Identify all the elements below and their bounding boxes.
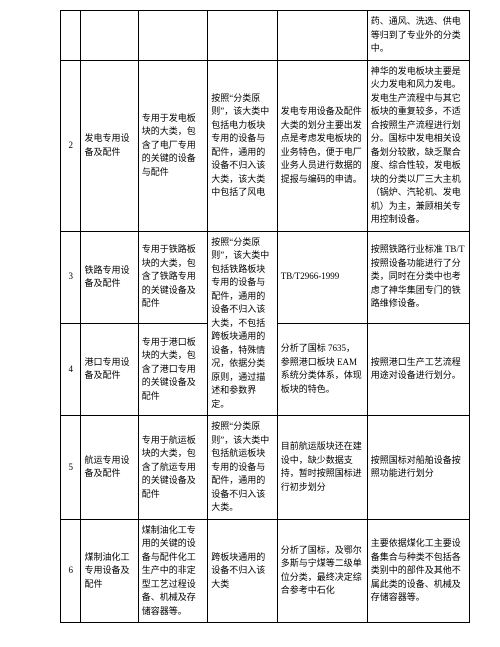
table-row: 3 铁路专用设备及配件 专用于铁路板块的大类，包含了铁路专用的关键设备及配件 按… xyxy=(61,231,470,323)
cell-desc: 煤制油化工专用的关键的设备与配件化工生产中的非定型工艺过程设备、机械及存储容器等… xyxy=(138,519,208,623)
table-row: 5 航运专用设备及配件 专用于航运板块的大类，包含了航运专用的关键设备及配件 按… xyxy=(61,416,470,520)
cell-principle: 按照“分类原则”，该大类中包括航运板块专用的设备与配件，通用的设备不归入该大类。 xyxy=(208,416,278,520)
cell-name: 煤制油化工专用设备及配件 xyxy=(81,519,138,623)
cell-principle xyxy=(208,11,278,61)
table-row: 药、通风、洗选、供电等归到了专业外的分类中。 xyxy=(61,11,470,61)
cell-note: 药、通风、洗选、供电等归到了专业外的分类中。 xyxy=(367,11,469,61)
cell-note: 按照铁路行业标准 TB/T 按照设备功能进行了分类，同时在分类中也考虑了神华集团… xyxy=(367,231,469,323)
cell-analysis xyxy=(277,11,367,61)
cell-principle: 按照“分类原则”，该大类中包括电力板块专用的设备与配件，通用的设备不归入该大类，… xyxy=(208,60,278,231)
cell-id: 4 xyxy=(61,323,81,415)
cell-name: 航运专用设备及配件 xyxy=(81,416,138,520)
cell-note: 神华的发电板块主要是火力发电和风力发电。发电生产流程中与其它板块的重复较多，不适… xyxy=(367,60,469,231)
table-row: 6 煤制油化工专用设备及配件 煤制油化工专用的关键的设备与配件化工生产中的非定型… xyxy=(61,519,470,623)
cell-analysis: TB/T2966-1999 xyxy=(277,231,367,323)
cell-id: 2 xyxy=(61,60,81,231)
cell-name xyxy=(81,11,138,61)
table-row: 2 发电专用设备及配件 专用于发电板块的大类，包含了电厂专用的关键的设备与配件 … xyxy=(61,60,470,231)
cell-desc: 专用于航运板块的大类，包含了航运专用的关键设备及配件 xyxy=(138,416,208,520)
cell-id: 6 xyxy=(61,519,81,623)
cell-analysis: 发电专用设备及配件大类的划分主要出发点是考虑发电板块的业务特色，便于电厂业务人员… xyxy=(277,60,367,231)
cell-principle: 跨板块通用的设备不归入该大类 xyxy=(208,519,278,623)
cell-id: 3 xyxy=(61,231,81,323)
cell-analysis: 分析了国标，及鄂尔多斯与宁煤等二级单位分类，最终决定综合参考中石化 xyxy=(277,519,367,623)
classification-table: 药、通风、洗选、供电等归到了专业外的分类中。 2 发电专用设备及配件 专用于发电… xyxy=(60,10,470,623)
cell-analysis: 目前航运版块还在建设中，缺少数据支持，暂时按照国标进行初步划分 xyxy=(277,416,367,520)
cell-principle: 按照“分类原则”，该大类中包括铁路板块专用的设备与配件，通用的设备不归入该大类，… xyxy=(208,231,278,416)
cell-desc: 专用于铁路板块的大类，包含了铁路专用的关键设备及配件 xyxy=(138,231,208,323)
cell-analysis: 分析了国标 7635，参照港口板块 EAM 系统分类体系，体现板块的特色。 xyxy=(277,323,367,415)
cell-id xyxy=(61,11,81,61)
cell-desc: 专用于港口板块的大类，包含了港口专用的关键设备及配件 xyxy=(138,323,208,415)
cell-note: 按照国标对船舶设备按照功能进行划分 xyxy=(367,416,469,520)
cell-desc: 专用于发电板块的大类，包含了电厂专用的关键的设备与配件 xyxy=(138,60,208,231)
cell-desc xyxy=(138,11,208,61)
cell-note: 按照港口生产工艺流程用途对设备进行划分。 xyxy=(367,323,469,415)
cell-note: 主要依据煤化工主要设备集合与种类不包括各类别中的部件及其他不属此类的设备、机械及… xyxy=(367,519,469,623)
cell-name: 铁路专用设备及配件 xyxy=(81,231,138,323)
cell-name: 港口专用设备及配件 xyxy=(81,323,138,415)
cell-id: 5 xyxy=(61,416,81,520)
cell-name: 发电专用设备及配件 xyxy=(81,60,138,231)
document-page: 药、通风、洗选、供电等归到了专业外的分类中。 2 发电专用设备及配件 专用于发电… xyxy=(0,0,500,647)
